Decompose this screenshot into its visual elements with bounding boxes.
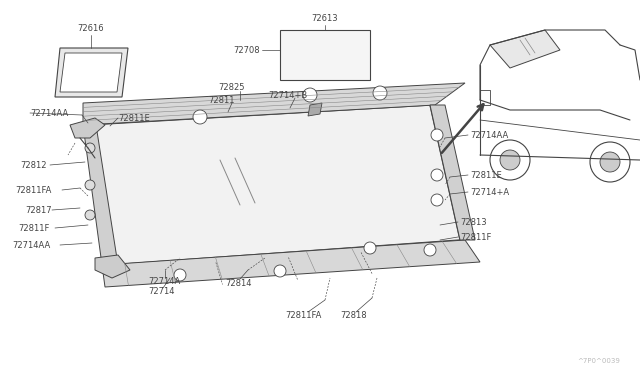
Polygon shape: [70, 118, 105, 138]
Text: 72708: 72708: [234, 45, 260, 55]
Text: 72817: 72817: [25, 205, 52, 215]
Text: 72811FA: 72811FA: [285, 311, 321, 321]
Polygon shape: [308, 103, 322, 116]
Text: 72818: 72818: [340, 311, 367, 321]
Circle shape: [274, 265, 286, 277]
Text: 72616: 72616: [77, 23, 104, 32]
Circle shape: [431, 194, 443, 206]
Polygon shape: [490, 30, 560, 68]
Polygon shape: [55, 48, 128, 97]
Text: 72714AA: 72714AA: [30, 109, 68, 118]
Circle shape: [364, 242, 376, 254]
Polygon shape: [95, 255, 130, 278]
Text: 72813: 72813: [460, 218, 486, 227]
Text: 72811: 72811: [208, 96, 234, 105]
Polygon shape: [83, 125, 118, 265]
Circle shape: [490, 140, 530, 180]
Circle shape: [85, 180, 95, 190]
Circle shape: [500, 150, 520, 170]
Polygon shape: [88, 105, 460, 265]
Text: 72613: 72613: [312, 13, 339, 22]
Circle shape: [85, 210, 95, 220]
Polygon shape: [102, 240, 480, 287]
Text: 72714AA: 72714AA: [470, 131, 508, 140]
Text: 72825: 72825: [218, 83, 244, 92]
Text: 72811F: 72811F: [18, 224, 49, 232]
Text: 72714: 72714: [148, 288, 175, 296]
Polygon shape: [430, 105, 475, 240]
Circle shape: [174, 269, 186, 281]
Text: 72812: 72812: [20, 160, 47, 170]
Circle shape: [590, 142, 630, 182]
Circle shape: [85, 143, 95, 153]
Circle shape: [431, 169, 443, 181]
Circle shape: [424, 244, 436, 256]
Text: 72811E: 72811E: [470, 170, 502, 180]
Polygon shape: [280, 30, 370, 80]
Text: 72714A: 72714A: [148, 278, 180, 286]
Text: 72714AA: 72714AA: [12, 241, 51, 250]
Circle shape: [193, 110, 207, 124]
Polygon shape: [60, 53, 122, 92]
Polygon shape: [83, 83, 465, 125]
Text: ^7P0^0039: ^7P0^0039: [577, 358, 620, 364]
Circle shape: [373, 86, 387, 100]
Text: 72811E: 72811E: [118, 113, 150, 122]
Circle shape: [600, 152, 620, 172]
Text: 72811FA: 72811FA: [15, 186, 51, 195]
Circle shape: [303, 88, 317, 102]
Text: 72811F: 72811F: [460, 232, 492, 241]
Text: 72714+B: 72714+B: [268, 90, 307, 99]
Text: 72714+A: 72714+A: [470, 187, 509, 196]
Circle shape: [431, 129, 443, 141]
Text: 72814: 72814: [225, 279, 252, 288]
